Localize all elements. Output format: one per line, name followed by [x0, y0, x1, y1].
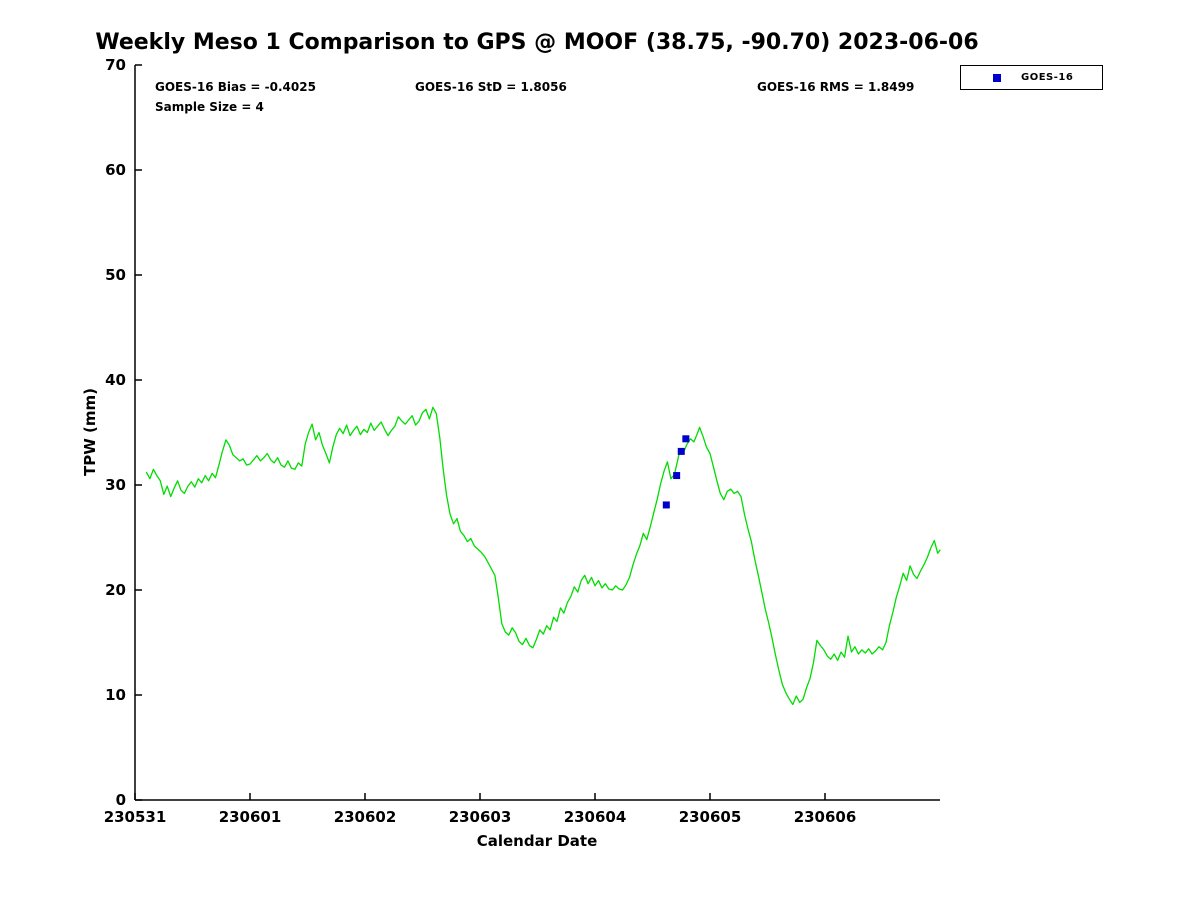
stat-bias: GOES-16 Bias = -0.4025 — [155, 80, 316, 94]
x-tick-label: 230605 — [679, 808, 742, 826]
legend: GOES-16 — [960, 65, 1103, 90]
y-tick-label: 10 — [105, 686, 126, 704]
goes16-marker — [677, 447, 685, 455]
y-tick-label: 70 — [105, 56, 126, 74]
goes16-legend-marker-icon — [993, 73, 1001, 82]
x-tick-label: 230531 — [104, 808, 167, 826]
x-tick-label: 230601 — [219, 808, 282, 826]
x-tick-label: 230604 — [564, 808, 627, 826]
y-tick-label: 0 — [116, 791, 126, 809]
y-tick-label: 60 — [105, 161, 126, 179]
goes16-marker — [682, 435, 690, 443]
x-axis-label: Calendar Date — [476, 832, 598, 850]
y-tick-label: 20 — [105, 581, 126, 599]
goes16-legend-label: GOES-16 — [1021, 72, 1074, 83]
x-tick-label: 230603 — [449, 808, 512, 826]
x-tick-label: 230602 — [334, 808, 397, 826]
chart-title: Weekly Meso 1 Comparison to GPS @ MOOF (… — [95, 30, 979, 55]
y-axis-label: TPW (mm) — [81, 388, 99, 476]
goes16-marker — [662, 501, 670, 509]
goes16-marker — [673, 472, 681, 480]
stat-std: GOES-16 StD = 1.8056 — [415, 80, 567, 94]
stat-rms: GOES-16 RMS = 1.8499 — [757, 80, 915, 94]
stat-sample-size: Sample Size = 4 — [155, 100, 264, 114]
y-tick-label: 40 — [105, 371, 126, 389]
y-tick-label: 30 — [105, 476, 126, 494]
y-tick-label: 50 — [105, 266, 126, 284]
x-tick-label: 230606 — [794, 808, 857, 826]
gps-tpw-line — [145, 406, 941, 706]
